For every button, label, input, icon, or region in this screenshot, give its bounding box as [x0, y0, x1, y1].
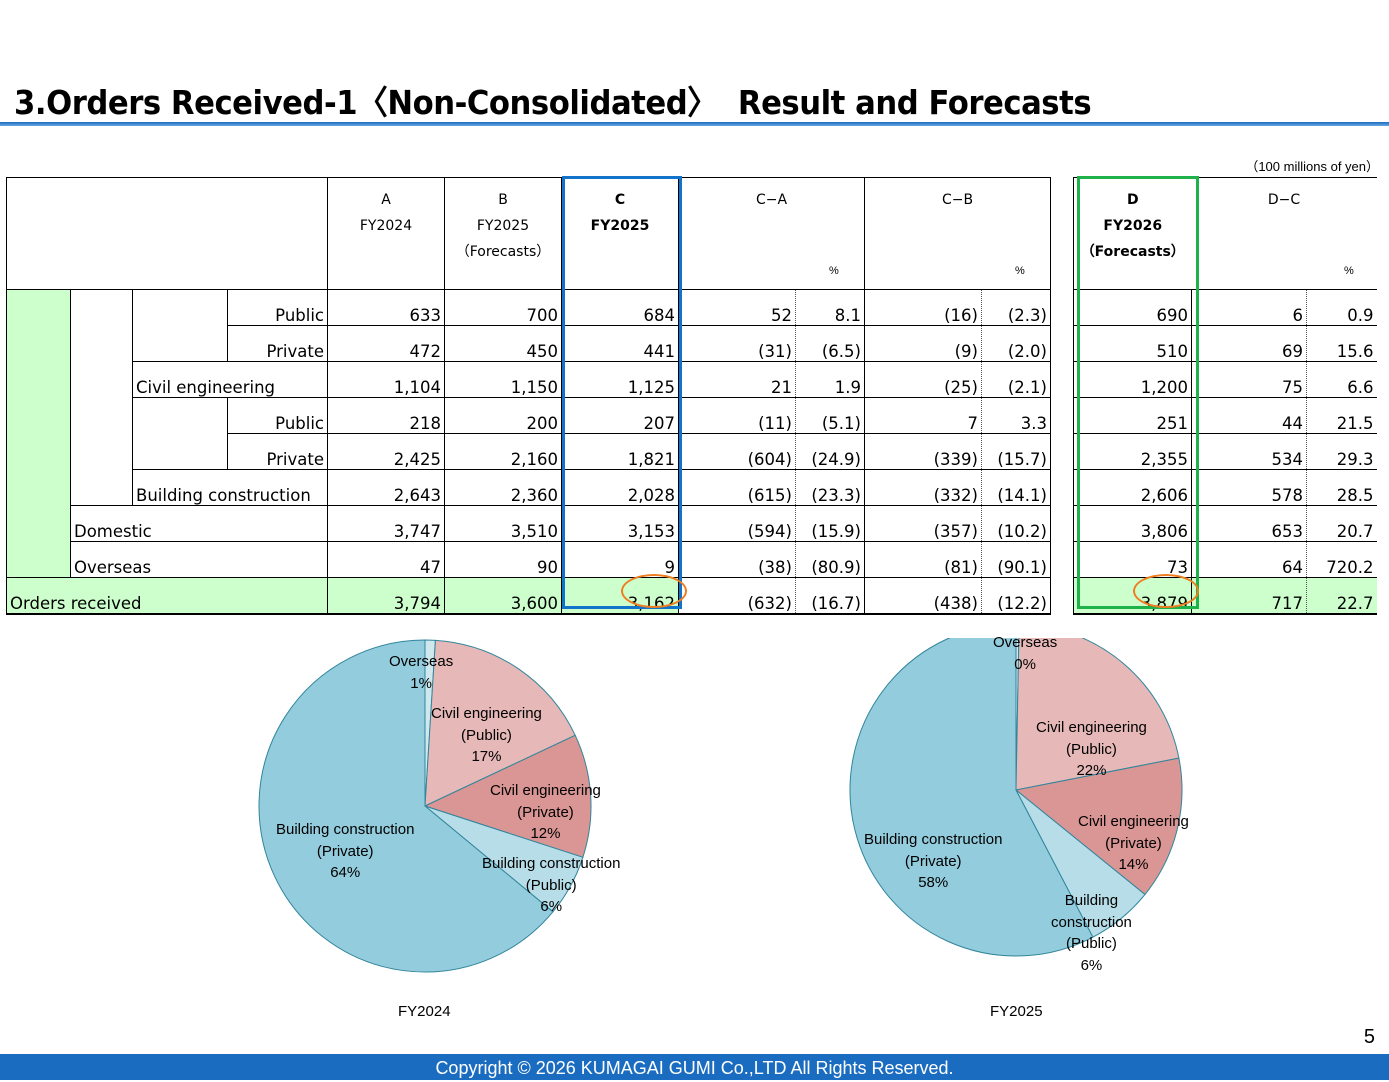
pie-slice-2 [1014, 757, 1183, 896]
table-row: Public 218 200 207 (11) (5.1) 7 3.3 251 44 21.… [6, 397, 1377, 434]
pie2-caption: FY2025 [990, 1003, 1043, 1020]
pie-chart-fy2025 [849, 638, 1183, 957]
row-label: Public [227, 397, 328, 434]
col-cb-header: C−B [864, 177, 1051, 290]
row-label: Civil engineering [132, 361, 328, 398]
row-label: Building construction [132, 469, 328, 506]
pie1-caption: FY2024 [398, 1003, 451, 1020]
row-label: Domestic [70, 505, 328, 542]
col-dc-header: D−C [1191, 177, 1377, 290]
row-label: Overseas [70, 541, 328, 578]
pie2-label-overseas: Overseas 0% [993, 634, 1058, 673]
footer-copyright: Copyright © 2026 KUMAGAI GUMI Co.,LTD Al… [0, 1054, 1389, 1080]
table-row: Overseas 47 90 9 (38) (80.9) (81) (90.1) 73 6… [6, 541, 1377, 578]
pct-header-cb: % [1015, 265, 1025, 277]
row-label: Public [227, 289, 328, 326]
pie-slice-0 [1015, 638, 1020, 791]
orders-table: A FY2024 B FY2025 （Forecasts） C FY2025 C−A C… [6, 177, 1377, 615]
pie2-label-civil-private: Civil engineering (Private) 14% [1078, 813, 1189, 873]
pie1-label-civil-public: Civil engineering (Public) 17% [431, 705, 542, 765]
table-row: Domestic 3,747 3,510 3,153 (594) (15.9) (35… [6, 505, 1377, 542]
row-label: Orders received [6, 577, 328, 615]
pie-slice-2 [423, 734, 592, 858]
table-row: Private 472 450 441 (31) (6.5) (9) (2.0) 510… [6, 325, 1377, 362]
fy2025-total-circle [621, 574, 687, 608]
page-title: 3.Orders Received-1〈Non-Consolidated〉 Re… [14, 83, 1092, 122]
pie1-label-build-public: Building construction (Public) 6% [482, 855, 621, 915]
pie1-label-civil-private: Civil engineering (Private) 12% [490, 782, 601, 842]
col-c-header: C FY2025 [561, 177, 679, 290]
table-row: Civil engineering 1,104 1,150 1,125 21 1.9 … [6, 361, 1377, 398]
pct-header-dc: % [1344, 265, 1354, 277]
pie-chart-fy2024 [258, 639, 592, 973]
table-row: Private 2,425 2,160 1,821 (604) (24.9) (339… [6, 433, 1377, 470]
fy2026-highlight-box [1077, 176, 1199, 609]
pie2-label-build-public: Building construction (Public) 6% [1051, 892, 1132, 974]
fy2025-highlight-box [562, 176, 682, 609]
col-a-header: A FY2024 [327, 177, 445, 290]
pct-header-ca: % [829, 265, 839, 277]
row-label: Private [227, 433, 328, 470]
pie2-label-civil-public: Civil engineering (Public) 22% [1036, 719, 1147, 779]
pie-slice-4 [849, 638, 1094, 957]
table-row: Public 633 700 684 52 8.1 (16) (2.3) 690 6 0.9 [6, 289, 1377, 326]
pie1-label-build-private: Building construction (Private) 64% [276, 821, 415, 881]
page-number: 5 [1363, 1026, 1375, 1048]
title-underline [0, 122, 1389, 126]
col-b-header: B FY2025 （Forecasts） [444, 177, 562, 290]
table-row: Building construction 2,643 2,360 2,028 (6… [6, 469, 1377, 506]
pie-slice-1 [424, 639, 576, 807]
col-d-header: D FY2026 （Forecasts） [1073, 177, 1192, 290]
units-note: （100 millions of yen） [1245, 159, 1379, 174]
pie2-label-build-private: Building construction (Private) 58% [864, 831, 1003, 891]
fy2026-total-circle [1133, 574, 1199, 608]
row-label: Private [227, 325, 328, 362]
pie1-label-overseas: Overseas 1% [389, 653, 454, 692]
pie-slice-4 [258, 639, 554, 973]
pie-slice-1 [1015, 638, 1180, 791]
